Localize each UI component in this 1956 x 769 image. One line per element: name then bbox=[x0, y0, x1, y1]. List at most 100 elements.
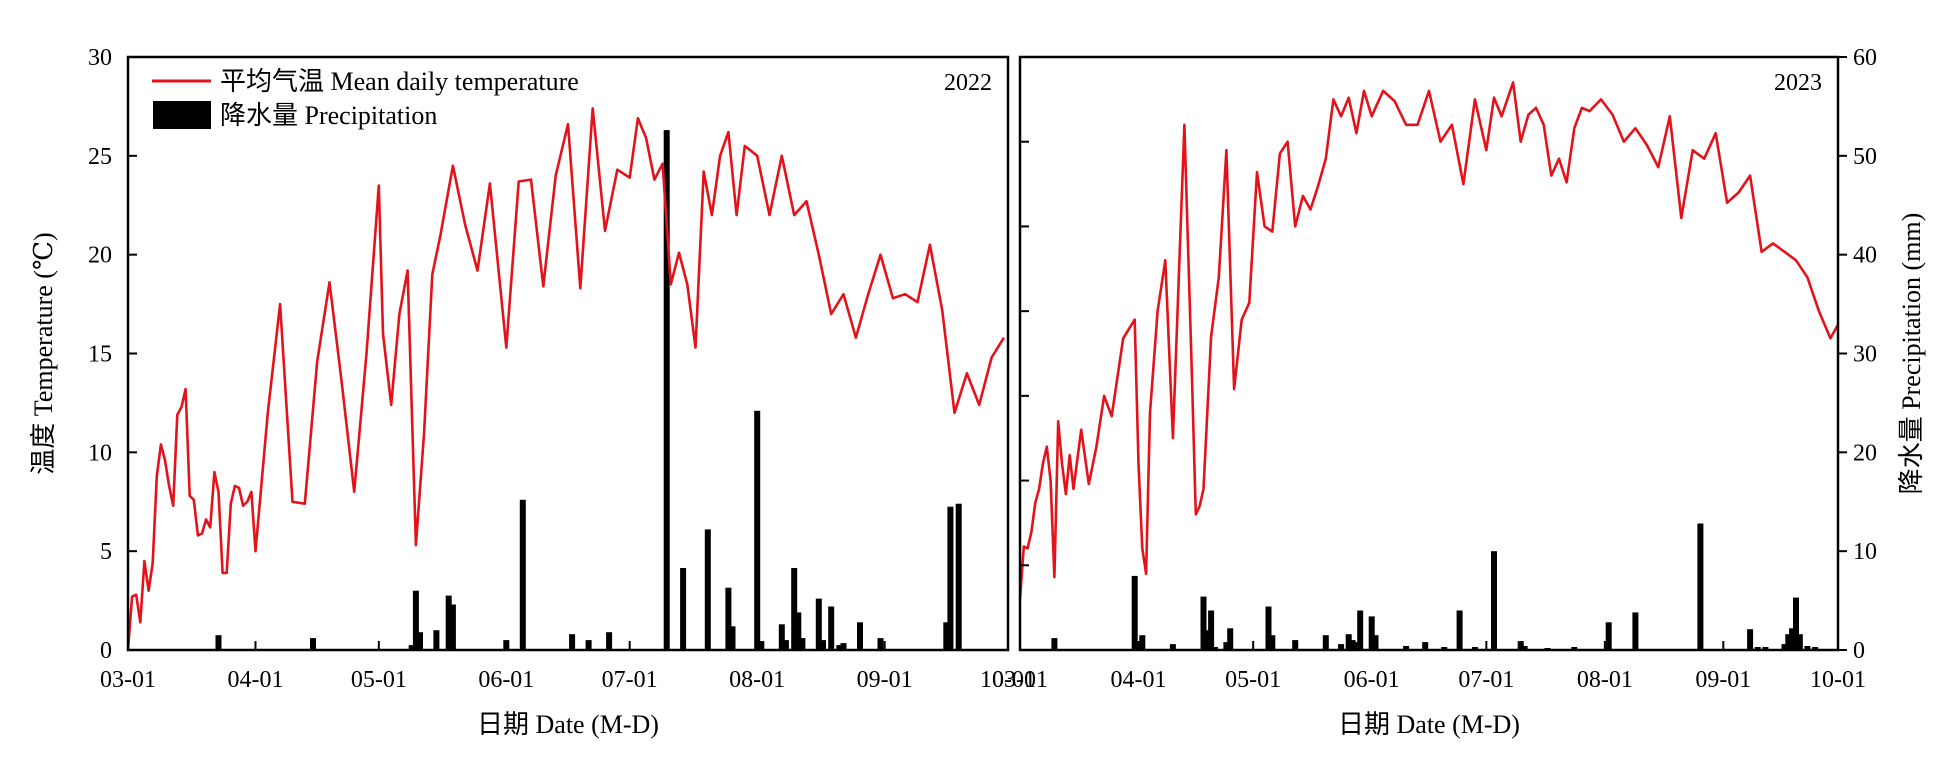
panel-2022: 03-01 04-01 05-01 06-01 07-01 08-01 09-01 10-01… bbox=[29, 45, 1036, 739]
precipitation-bar bbox=[820, 640, 826, 650]
precipitation-bar bbox=[795, 612, 802, 650]
precipitation-bar bbox=[1338, 644, 1345, 650]
y-tick-label: 30 bbox=[88, 45, 112, 71]
precipitation-bar bbox=[1208, 610, 1215, 650]
x-tick-label: 07-01 bbox=[1458, 667, 1514, 693]
y-tick-label: 5 bbox=[100, 539, 112, 565]
panel-year-label: 2022 bbox=[944, 70, 992, 96]
panel-2023: 03-01 04-01 05-01 06-01 07-01 08-01 09-01 10-01… bbox=[992, 45, 1926, 739]
precipitation-bar bbox=[791, 568, 798, 650]
precipitation-bar bbox=[778, 624, 785, 650]
precipitation-bar bbox=[1131, 575, 1138, 650]
precipitation-bar bbox=[1517, 641, 1524, 650]
precipitation-bar bbox=[1781, 644, 1788, 650]
x-tick-label: 09-01 bbox=[1695, 667, 1751, 693]
precipitation-bar bbox=[799, 638, 806, 650]
precipitation-bar bbox=[1422, 642, 1429, 650]
y-axis-title: 降水量 Precipitation (mm) bbox=[1897, 213, 1926, 495]
precipitation-bar bbox=[1227, 628, 1234, 650]
precipitation-bar bbox=[412, 590, 419, 650]
precipitation-bar bbox=[1265, 606, 1272, 650]
precipitation-bar bbox=[1322, 635, 1329, 650]
precipitation-bar bbox=[1754, 647, 1761, 650]
precipitation-bar bbox=[857, 622, 863, 650]
precipitation-bar bbox=[1471, 647, 1478, 650]
y-tick-label: 10 bbox=[1853, 539, 1877, 565]
precipitation-bar bbox=[828, 606, 835, 650]
precipitation-bar bbox=[1793, 597, 1799, 650]
y-tick-label: 20 bbox=[1853, 440, 1877, 466]
y-tick-label: 10 bbox=[88, 440, 112, 466]
precipitation-bars bbox=[215, 130, 962, 651]
precipitation-bar bbox=[1571, 647, 1578, 650]
y-tick-label: 25 bbox=[88, 144, 112, 170]
precipitation-bar bbox=[1785, 634, 1792, 650]
precipitation-bar bbox=[445, 595, 452, 650]
precipitation-bar bbox=[725, 587, 732, 650]
y-tick-label: 15 bbox=[88, 342, 112, 368]
precipitation-bar bbox=[1605, 622, 1612, 650]
x-tick-label: 07-01 bbox=[602, 667, 658, 693]
precipitation-bar bbox=[1697, 523, 1704, 650]
x-tick-label: 03-01 bbox=[100, 667, 156, 693]
precipitation-bar bbox=[1204, 630, 1211, 650]
precipitation-bars bbox=[1051, 523, 1819, 650]
y-tick-label: 50 bbox=[1853, 144, 1877, 170]
x-axis-title: 日期 Date (M-D) bbox=[477, 710, 659, 739]
x-tick-label: 08-01 bbox=[1577, 667, 1633, 693]
precipitation-bar bbox=[1747, 629, 1754, 650]
precipitation-bar bbox=[663, 130, 670, 651]
precipitation-bar bbox=[569, 634, 576, 650]
precipitation-bar bbox=[729, 626, 736, 650]
precipitation-bar bbox=[1804, 646, 1811, 650]
precipitation-bar bbox=[408, 645, 415, 650]
precipitation-bar bbox=[433, 630, 440, 650]
precipitation-bar bbox=[1372, 635, 1379, 650]
precipitation-bar bbox=[585, 640, 592, 650]
legend-precipitation-swatch bbox=[153, 101, 211, 129]
y-tick-label: 60 bbox=[1853, 45, 1877, 71]
precipitation-bar bbox=[449, 604, 456, 650]
y-tick-label: 0 bbox=[100, 638, 112, 664]
precipitation-bar bbox=[1349, 640, 1356, 650]
precipitation-bar bbox=[782, 640, 789, 650]
x-tick-label: 10-01 bbox=[1810, 667, 1866, 693]
precipitation-bar bbox=[1812, 647, 1819, 650]
y-tick-label: 30 bbox=[1853, 342, 1877, 368]
precipitation-bar bbox=[955, 503, 962, 650]
x-tick-label: 04-01 bbox=[1110, 667, 1166, 693]
precipitation-bar bbox=[519, 499, 526, 650]
precipitation-bar bbox=[1521, 646, 1528, 650]
precipitation-bar bbox=[1491, 551, 1497, 650]
precipitation-bar bbox=[1345, 634, 1352, 650]
y-axis-title: 温度 Temperature (℃) bbox=[29, 232, 58, 474]
x-tick-label: 04-01 bbox=[227, 667, 283, 693]
y-tick-label: 0 bbox=[1853, 638, 1865, 664]
precipitation-bar bbox=[680, 568, 687, 650]
x-tick-label: 10-01 bbox=[980, 667, 1036, 693]
precipitation-bar bbox=[1269, 635, 1276, 650]
legend: 平均气温 Mean daily temperature 降水量 Precipita… bbox=[152, 67, 579, 130]
precipitation-bar bbox=[754, 410, 761, 650]
precipitation-bar bbox=[310, 638, 316, 650]
precipitation-bar bbox=[1139, 635, 1146, 650]
x-tick-label: 08-01 bbox=[729, 667, 785, 693]
precipitation-bar bbox=[758, 641, 765, 650]
precipitation-bar bbox=[836, 645, 843, 650]
temperature-line bbox=[1018, 81, 1840, 600]
precipitation-bar bbox=[840, 643, 847, 650]
x-tick-label: 05-01 bbox=[351, 667, 407, 693]
precipitation-bar bbox=[1796, 634, 1803, 650]
precipitation-bar bbox=[1762, 647, 1769, 650]
precipitation-bar bbox=[1223, 642, 1230, 650]
panel-year-label: 2023 bbox=[1774, 70, 1822, 96]
precipitation-bar bbox=[417, 632, 423, 650]
precipitation-bar bbox=[877, 638, 884, 650]
precipitation-bar bbox=[1441, 647, 1448, 650]
precipitation-bar bbox=[1353, 642, 1360, 650]
precipitation-bar bbox=[1456, 610, 1463, 650]
precipitation-bar bbox=[1789, 628, 1796, 650]
x-tick-label: 06-01 bbox=[478, 667, 534, 693]
legend-precipitation-label: 降水量 Precipitation bbox=[220, 101, 437, 130]
precipitation-bar bbox=[1169, 644, 1176, 650]
